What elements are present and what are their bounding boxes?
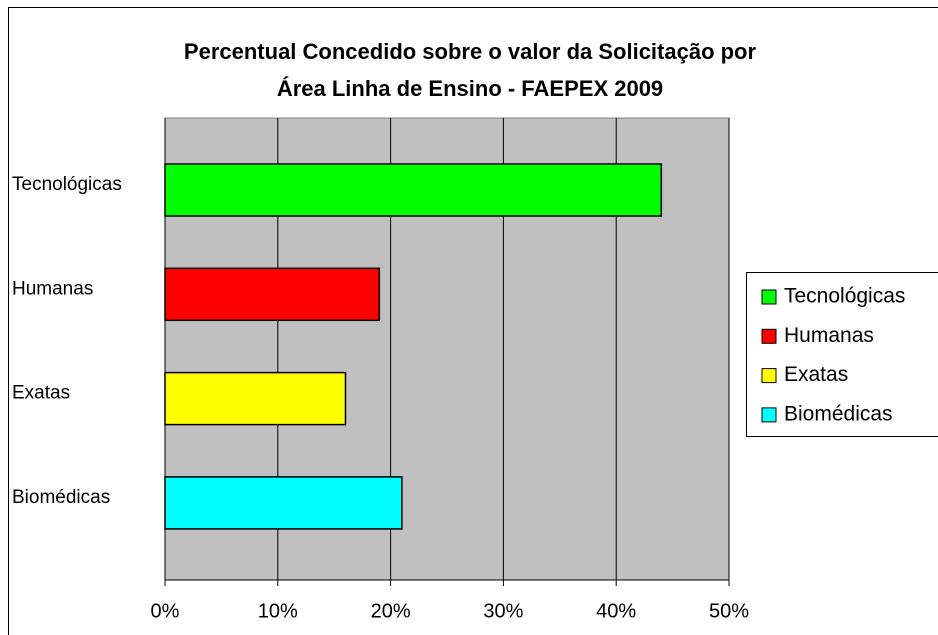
- y-tick-label: Biomédicas: [12, 487, 110, 508]
- x-tick-label: 30%: [483, 600, 523, 622]
- legend-label: Tecnológicas: [784, 285, 905, 308]
- y-tick-label: Humanas: [12, 278, 93, 299]
- x-tick-label: 40%: [596, 600, 636, 622]
- bar: [164, 476, 403, 530]
- legend-swatch: [761, 407, 777, 423]
- legend-label: Exatas: [784, 363, 848, 386]
- chart-title: Percentual Concedido sobre o valor da So…: [184, 39, 757, 64]
- legend-swatch: [761, 368, 777, 384]
- x-tick-label: 50%: [709, 600, 749, 622]
- y-tick-label: Tecnológicas: [12, 174, 122, 195]
- bar: [164, 163, 663, 217]
- legend-swatch: [761, 289, 777, 305]
- legend-label: Biomédicas: [784, 402, 893, 425]
- legend: [746, 272, 938, 437]
- x-tick-label: 20%: [371, 600, 411, 622]
- x-tick-label: 10%: [258, 600, 298, 622]
- bar: [164, 267, 381, 322]
- legend-label: Humanas: [784, 324, 874, 347]
- chart-title: Área Linha de Ensino - FAEPEX 2009: [277, 76, 663, 101]
- y-tick-label: Exatas: [12, 383, 70, 404]
- legend-swatch: [761, 328, 777, 344]
- x-tick-label: 0%: [151, 600, 180, 622]
- bar: [164, 371, 347, 426]
